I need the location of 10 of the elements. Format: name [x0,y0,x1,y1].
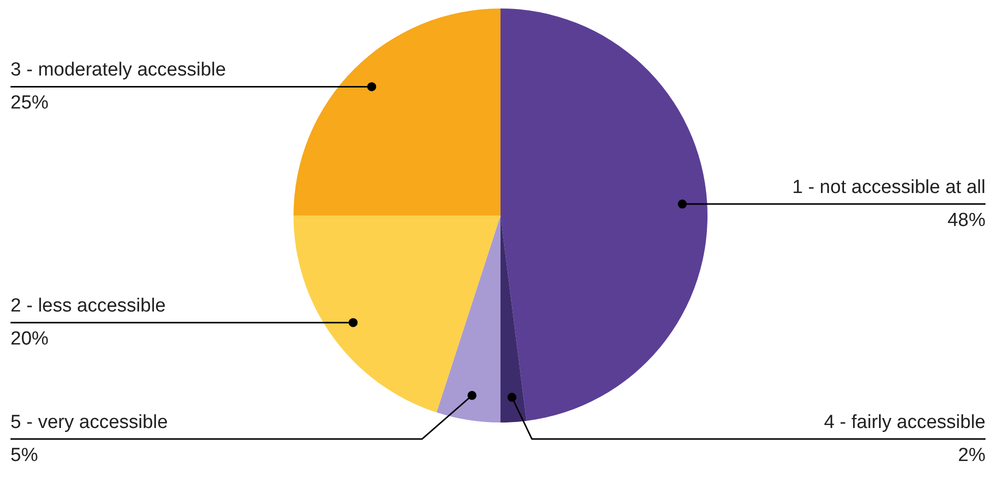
data-label: 48% [947,210,986,232]
data-label: 25% [10,92,49,114]
slice-label: 1 - not accessible at all [792,177,986,198]
slice-label: 4 - fairly accessible [824,412,986,434]
data-label: 20% [10,328,49,350]
slice-label: 5 - very accessible [10,412,168,434]
slice-label: 2 - less accessible [10,296,166,317]
data-label: 5% [10,445,38,466]
slice-label: 3 - moderately accessible [10,60,226,81]
data-label: 2% [958,445,986,466]
